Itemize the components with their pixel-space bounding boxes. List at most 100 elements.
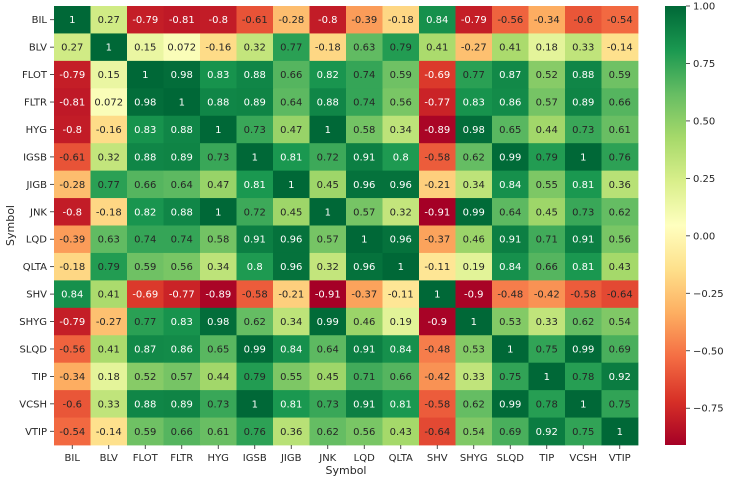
cell-value-label: -0.21: [278, 290, 304, 301]
heatmap-cell: [200, 60, 237, 89]
cell-value-label: -0.8: [62, 207, 82, 218]
cell-value-label: 0.99: [463, 207, 485, 218]
heatmap-cell: [419, 417, 456, 446]
heatmap-cell: [127, 60, 164, 89]
colorbar-tick-label: 0.25: [693, 174, 715, 185]
heatmap-cell: [528, 225, 566, 254]
heatmap-cell: [419, 390, 456, 418]
cell-value-label: -0.64: [424, 427, 450, 438]
cell-value-label: 0.88: [171, 125, 193, 136]
cell-value-label: 0.43: [390, 427, 412, 438]
heatmap-cell: [346, 417, 383, 446]
heatmap-cell: [346, 60, 383, 89]
cell-value-label: 0.89: [244, 98, 266, 109]
cell-value-label: -0.56: [497, 15, 523, 26]
heatmap-cell: [455, 143, 493, 172]
cell-value-label: 1: [398, 262, 404, 273]
cell-value-label: 0.84: [280, 344, 302, 355]
heatmap-cell: [54, 33, 91, 62]
heatmap-cell: [419, 307, 456, 336]
heatmap-cell: [528, 6, 566, 34]
cell-value-label: 0.79: [98, 262, 120, 273]
cell-value-label: 0.73: [572, 207, 594, 218]
cell-value-label: 1: [580, 399, 586, 410]
heatmap-cell: [601, 170, 639, 199]
heatmap-cell: [419, 6, 456, 34]
cell-value-label: -0.9: [427, 317, 447, 328]
colorbar-tick-label: 0.00: [693, 231, 715, 242]
cell-value-label: 1: [507, 344, 513, 355]
heatmap-cell: [419, 252, 456, 281]
cell-value-label: 0.56: [390, 98, 412, 109]
heatmap-cell: [601, 280, 639, 309]
x-tick-label: SLQD: [497, 453, 525, 464]
heatmap-cell: [236, 143, 274, 172]
cell-value-label: -0.89: [205, 290, 231, 301]
cell-value-label: 0.99: [317, 317, 339, 328]
cell-value-label: 0.84: [390, 344, 412, 355]
cell-value-label: 0.18: [536, 43, 558, 54]
cell-value-label: -0.81: [59, 98, 85, 109]
colorbar-tick-label: 0.50: [693, 116, 715, 127]
y-tick-label: FLOT: [22, 70, 48, 81]
heatmap-cell: [382, 115, 420, 144]
heatmap-cell: [236, 280, 274, 309]
heatmap-cell: [163, 6, 201, 34]
heatmap-cell: [127, 115, 164, 144]
x-tick-label: VCSH: [569, 453, 597, 464]
cell-value-label: 1: [325, 125, 331, 136]
heatmap-cell: [273, 33, 310, 62]
heatmap-cell: [419, 170, 456, 199]
cell-value-label: 1: [252, 152, 258, 163]
cell-value-label: 0.88: [207, 98, 229, 109]
heatmap-cell: [528, 335, 566, 364]
heatmap-cell: [200, 170, 237, 199]
heatmap-cell: [90, 198, 128, 226]
cell-value-label: 0.8: [393, 152, 409, 163]
cell-value-label: 1: [580, 152, 586, 163]
heatmap-cell: [419, 198, 456, 226]
cell-value-label: 0.41: [98, 344, 120, 355]
heatmap-cell: [163, 88, 201, 117]
y-tick-label: BLV: [29, 43, 47, 54]
heatmap-cell: [200, 115, 237, 144]
cell-value-label: 0.79: [244, 372, 266, 383]
cell-value-label: 0.77: [98, 180, 120, 191]
heatmap-cell: [528, 417, 566, 446]
cell-value-label: -0.18: [315, 43, 341, 54]
cell-value-label: 0.89: [171, 152, 193, 163]
cell-value-label: 0.64: [317, 344, 339, 355]
heatmap-cell: [528, 390, 566, 418]
heatmap-cell: [236, 335, 274, 364]
cell-value-label: 0.41: [426, 43, 448, 54]
colorbar-tick-label: −0.50: [693, 346, 724, 357]
heatmap-cell: [419, 60, 456, 89]
cell-value-label: 0.33: [572, 43, 594, 54]
cell-value-label: 0.74: [353, 98, 375, 109]
x-tick-label: BIL: [65, 453, 81, 464]
heatmap-cell: [492, 417, 529, 446]
cell-value-label: -0.16: [96, 125, 122, 136]
heatmap-cell: [455, 88, 493, 117]
heatmap-cell: [565, 252, 602, 281]
heatmap-cell: [200, 417, 237, 446]
cell-value-label: 0.79: [536, 152, 558, 163]
y-tick-label: VCSH: [19, 399, 47, 410]
heatmap-cell: [565, 143, 602, 172]
heatmap-cell: [200, 307, 237, 336]
cell-value-label: -0.54: [607, 15, 633, 26]
heatmap-cell: [492, 390, 529, 418]
cell-value-label: 0.73: [317, 399, 339, 410]
cell-value-label: 0.82: [317, 70, 339, 81]
heatmap-cell: [601, 60, 639, 89]
cell-value-label: 0.32: [98, 152, 120, 163]
cell-value-label: 0.74: [353, 70, 375, 81]
heatmap-cell: [346, 307, 383, 336]
heatmap-cell: [200, 335, 237, 364]
heatmap-cell: [309, 6, 347, 34]
heatmap-cell: [455, 417, 493, 446]
heatmap-cell: [601, 6, 639, 34]
heatmap-cell: [528, 362, 566, 391]
heatmap-cell: [54, 417, 91, 446]
cell-value-label: 0.71: [536, 235, 558, 246]
